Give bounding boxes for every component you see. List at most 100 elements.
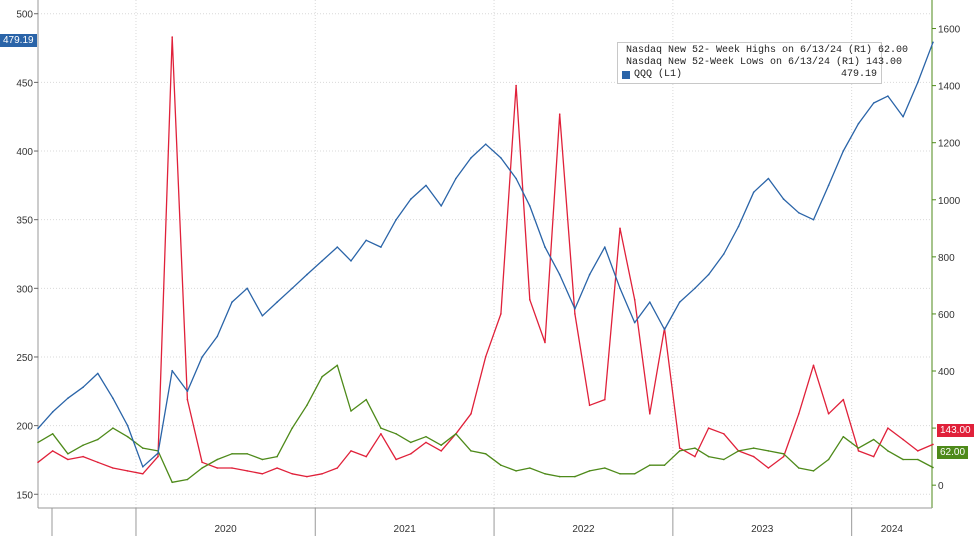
data-point-lows (112, 467, 114, 469)
data-point-qqq (737, 225, 740, 228)
data-point-highs (752, 447, 755, 449)
data-point-qqq (752, 191, 755, 193)
series-line-highs (37, 364, 934, 483)
data-point-lows (842, 398, 845, 401)
left-tick-label: 200 (16, 422, 33, 433)
left-tick-label: 150 (16, 490, 33, 501)
data-point-highs (707, 455, 710, 458)
data-point-highs (231, 453, 233, 455)
legend-value-qqq: 479.19 (840, 69, 877, 80)
data-point-highs (306, 404, 308, 407)
data-point-qqq (67, 397, 69, 400)
data-point-lows (336, 467, 339, 469)
data-point-qqq (410, 198, 412, 200)
data-point-highs (798, 467, 800, 469)
data-point-highs (619, 473, 621, 475)
data-point-highs (82, 444, 84, 447)
data-point-lows (798, 413, 800, 415)
data-point-qqq (588, 273, 591, 276)
data-point-lows (231, 467, 233, 469)
data-point-lows (157, 455, 159, 458)
data-point-lows (425, 441, 427, 444)
data-point-lows (782, 455, 785, 458)
data-point-qqq (142, 466, 144, 468)
data-point-lows (558, 113, 561, 115)
data-point-highs (321, 375, 323, 378)
data-point-qqq (767, 177, 770, 180)
data-point-lows (470, 413, 472, 415)
data-point-qqq (261, 315, 264, 317)
data-point-qqq (827, 184, 830, 187)
data-point-lows (186, 398, 189, 401)
data-point-lows (544, 341, 546, 344)
data-point-lows (291, 473, 294, 475)
data-point-lows (752, 455, 755, 458)
data-point-lows (649, 413, 651, 415)
data-point-highs (917, 458, 919, 461)
highs-last-value-tag: 62.00 (937, 446, 969, 459)
data-point-highs (544, 473, 546, 475)
data-point-qqq (812, 218, 815, 221)
data-point-qqq (678, 301, 681, 303)
qqq-last-value-tag: 479.19 (0, 34, 37, 47)
data-point-highs (842, 435, 845, 438)
data-point-qqq (126, 424, 129, 427)
data-point-lows (201, 461, 203, 464)
data-point-qqq (649, 301, 651, 303)
data-point-lows (67, 458, 69, 461)
x-tick-label: 2021 (394, 524, 417, 535)
data-point-lows (37, 461, 39, 464)
data-point-qqq (306, 273, 308, 276)
data-point-lows (619, 227, 621, 230)
data-point-highs (470, 450, 472, 452)
data-point-lows (604, 398, 606, 401)
data-point-qqq (470, 157, 472, 159)
axes: 1502002503003504004505000200400600800100… (16, 0, 961, 536)
series-line-qqq (37, 42, 934, 468)
data-point-highs (902, 458, 904, 461)
data-point-lows (872, 455, 875, 458)
data-point-qqq (902, 115, 904, 118)
data-point-qqq (694, 287, 696, 290)
right-tick-label: 1600 (938, 25, 961, 36)
data-point-lows (574, 313, 576, 315)
data-point-qqq (455, 177, 457, 180)
data-point-highs (558, 475, 561, 478)
data-point-highs (932, 466, 934, 469)
data-point-qqq (544, 246, 546, 248)
data-point-highs (529, 467, 531, 469)
data-point-qqq (186, 390, 189, 393)
data-point-highs (723, 458, 725, 461)
data-point-qqq (231, 301, 233, 303)
data-point-lows (82, 455, 84, 458)
data-point-highs (425, 435, 427, 438)
series-line-lows (37, 36, 934, 478)
data-point-lows (707, 427, 710, 429)
left-tick-label: 350 (16, 216, 33, 227)
data-point-lows (827, 413, 830, 415)
data-point-highs (574, 475, 576, 478)
data-point-qqq (440, 205, 443, 207)
data-point-highs (37, 441, 39, 444)
data-point-qqq (291, 287, 294, 290)
right-tick-label: 1400 (938, 82, 961, 93)
data-point-qqq (872, 102, 875, 104)
data-point-lows (246, 470, 248, 472)
data-point-qqq (395, 218, 397, 221)
data-point-highs (827, 458, 830, 461)
data-point-highs (678, 450, 681, 452)
x-tick-label: 2024 (881, 524, 904, 535)
legend-value-highs: 62.00 (878, 45, 909, 56)
data-point-qqq (723, 253, 725, 255)
data-point-lows (97, 461, 99, 464)
data-point-qqq (201, 356, 203, 358)
lows-last-value-tag: 143.00 (937, 424, 974, 437)
data-point-highs (872, 438, 875, 441)
data-point-qqq (276, 301, 278, 303)
data-point-highs (694, 447, 696, 449)
data-point-highs (201, 467, 203, 469)
left-tick-label: 400 (16, 147, 33, 158)
data-point-lows (588, 404, 591, 407)
data-point-lows (529, 298, 531, 301)
